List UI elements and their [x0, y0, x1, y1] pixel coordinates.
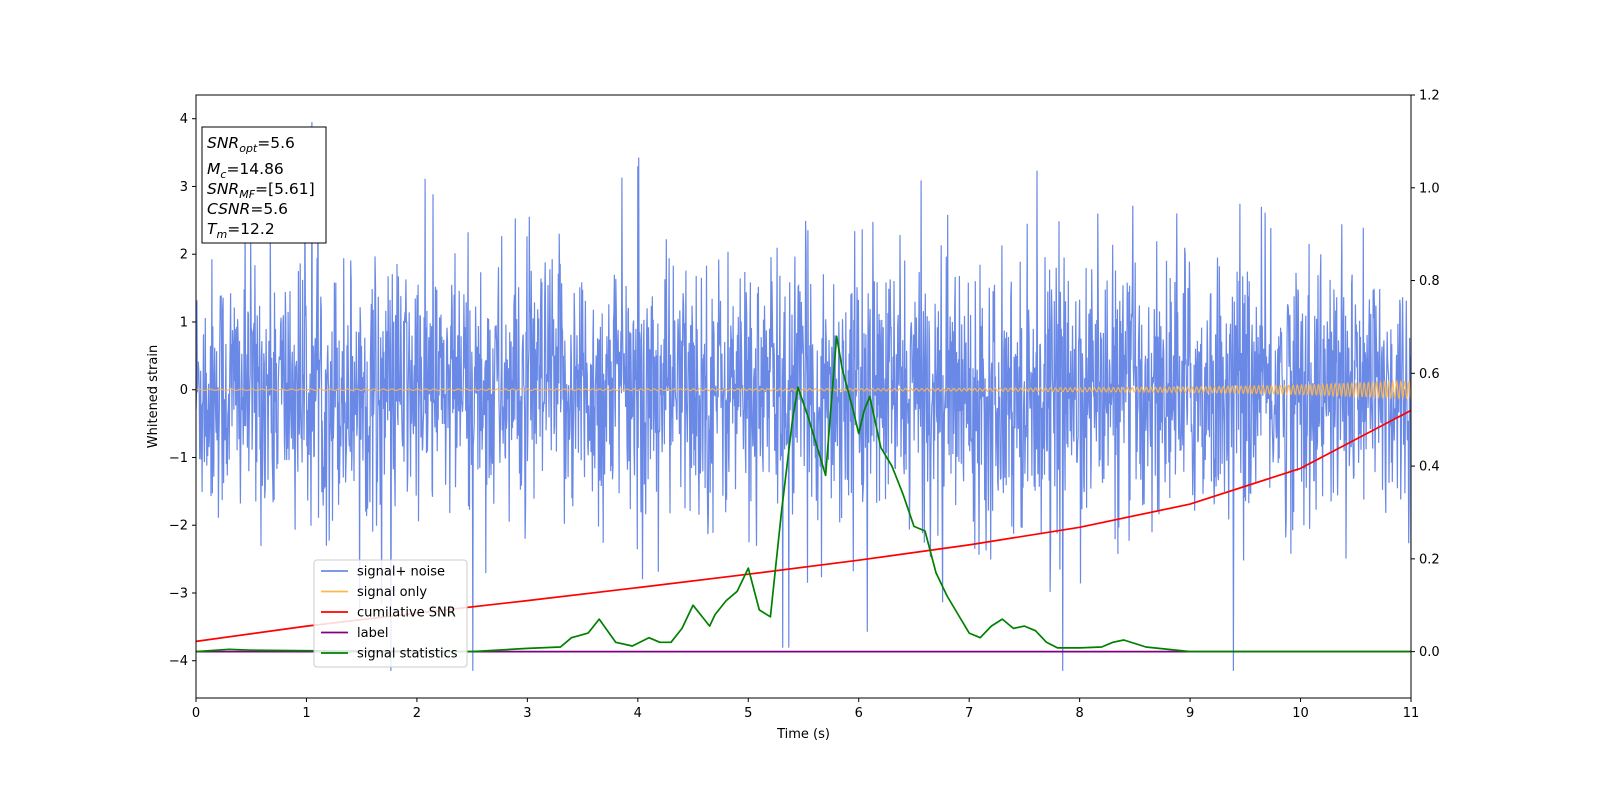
y2-tick-label: 1.2 — [1419, 89, 1440, 104]
series-signal-statistics — [196, 335, 1411, 653]
textbox-mc: Mc=14.86 — [207, 160, 284, 181]
y-tick-label: 1 — [180, 315, 188, 330]
legend-item: signal statistics — [321, 647, 458, 662]
legend-item: cumilative SNR — [321, 606, 456, 621]
legend-label: cumilative SNR — [357, 606, 456, 621]
x-tick-label: 11 — [1403, 706, 1420, 721]
y2-tick-label: 0.4 — [1419, 460, 1440, 475]
x-tick-label: 2 — [413, 706, 421, 721]
textbox-tm: Tm=12.2 — [207, 220, 275, 241]
legend-item: signal only — [321, 585, 427, 600]
y-tick-label: −2 — [169, 519, 188, 534]
y-axis-label: Whitened strain — [146, 345, 161, 448]
x-tick-label: 4 — [634, 706, 642, 721]
legend-label: signal statistics — [357, 647, 458, 662]
x-tick-label: 10 — [1292, 706, 1309, 721]
y-axis-left: −4 −3 −2 −1 0 1 2 3 4 — [169, 112, 196, 669]
y-tick-label: 3 — [180, 180, 188, 195]
textbox-snr-mf: SNRMF=[5.61] — [207, 180, 315, 201]
textbox-snr-opt: SNRopt=5.6 — [207, 134, 295, 155]
y-tick-label: −3 — [169, 586, 188, 601]
y-tick-label: 0 — [180, 383, 188, 398]
x-tick-label: 7 — [965, 706, 973, 721]
x-tick-label: 6 — [855, 706, 863, 721]
x-tick-label: 9 — [1186, 706, 1194, 721]
series-signal-only — [196, 379, 1411, 401]
y2-tick-label: 0.2 — [1419, 552, 1440, 567]
y2-tick-label: 0.0 — [1419, 645, 1440, 660]
legend-label: label — [357, 626, 388, 641]
y-tick-label: 2 — [180, 248, 188, 263]
y-tick-label: −1 — [169, 451, 188, 466]
x-axis: 0 1 2 3 4 5 6 7 8 9 10 11 — [192, 698, 1419, 721]
legend: signal+ noise signal only cumilative SNR la… — [313, 559, 468, 668]
x-tick-label: 5 — [744, 706, 752, 721]
series-signal-noise — [196, 122, 1411, 671]
x-tick-label: 0 — [192, 706, 200, 721]
x-axis-label: Time (s) — [776, 727, 830, 742]
legend-label: signal+ noise — [357, 565, 445, 580]
textbox-csnr: CSNR=5.6 — [207, 200, 288, 218]
legend-label: signal only — [357, 585, 427, 600]
y-tick-label: −4 — [169, 654, 188, 669]
y2-tick-label: 0.8 — [1419, 274, 1440, 289]
y-axis-right: 0.0 0.2 0.4 0.6 0.8 1.0 1.2 — [1411, 89, 1440, 660]
x-tick-label: 8 — [1075, 706, 1083, 721]
legend-item: signal+ noise — [321, 565, 445, 580]
x-tick-label: 1 — [302, 706, 310, 721]
y2-tick-label: 1.0 — [1419, 181, 1440, 196]
textbox-frame — [201, 126, 327, 244]
axes-frame — [195, 94, 1412, 699]
y-tick-label: 4 — [180, 112, 188, 127]
legend-frame — [313, 559, 468, 668]
x-tick-label: 3 — [523, 706, 531, 721]
y2-tick-label: 0.6 — [1419, 367, 1440, 382]
legend-item: label — [321, 626, 388, 641]
